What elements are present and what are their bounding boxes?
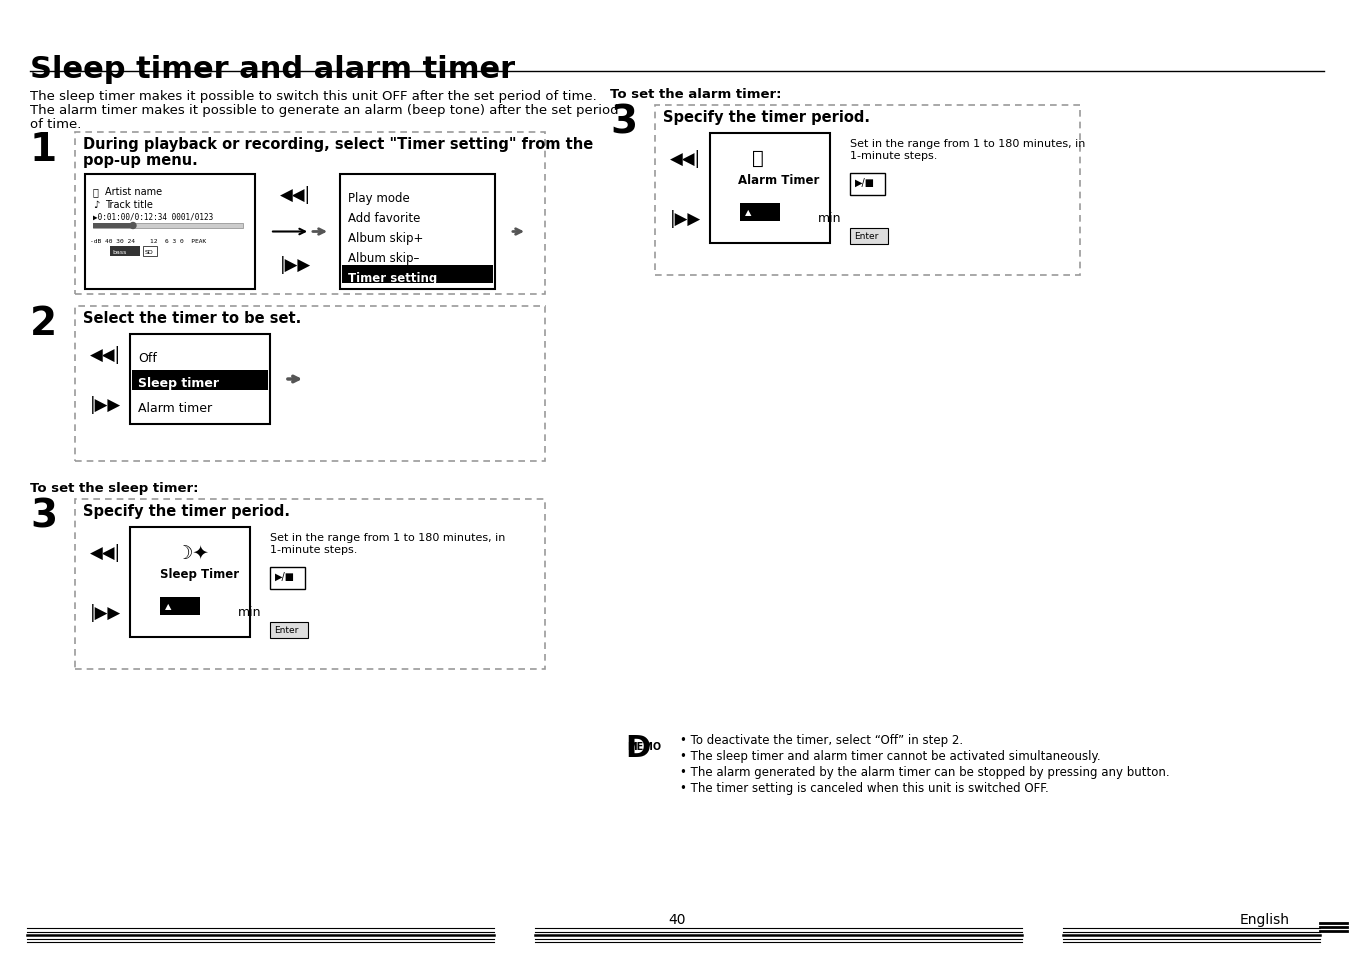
Text: The sleep timer makes it possible to switch this unit OFF after the set period o: The sleep timer makes it possible to swi… [30,90,597,103]
Text: ☽✦: ☽✦ [175,542,209,561]
Text: |▶▶: |▶▶ [280,255,311,274]
Text: Set in the range from 1 to 180 minutes, in
1-minute steps.: Set in the range from 1 to 180 minutes, … [850,139,1086,160]
Text: ▶/■: ▶/■ [854,178,875,188]
Circle shape [130,223,135,230]
Text: -dB 40 30 24    12  6 3 0  PEAK: -dB 40 30 24 12 6 3 0 PEAK [89,239,206,244]
Text: ▶/■: ▶/■ [275,572,295,581]
Text: Album skip+: Album skip+ [348,232,424,245]
Text: 3: 3 [611,104,638,142]
Bar [709,133,830,244]
Bar [144,247,157,256]
Text: Sleep timer and alarm timer: Sleep timer and alarm timer [30,55,515,84]
Text: Alarm Timer: Alarm Timer [738,173,819,187]
Bar [85,174,255,290]
Text: • The alarm generated by the alarm timer can be stopped by pressing any button.: • The alarm generated by the alarm timer… [680,765,1170,779]
Text: • The timer setting is canceled when this unit is switched OFF.: • The timer setting is canceled when thi… [680,781,1049,794]
Text: ▶0:01:00/0:12:34 0001/0123: ▶0:01:00/0:12:34 0001/0123 [93,213,213,222]
Bar [93,224,133,229]
Text: of time.: of time. [30,118,81,131]
Bar [340,174,496,290]
Text: • To deactivate the timer, select “Off” in step 2.: • To deactivate the timer, select “Off” … [680,733,963,746]
Text: MEMO: MEMO [627,741,661,751]
Text: min: min [818,212,841,225]
Text: Play mode: Play mode [348,192,410,205]
Text: Add favorite: Add favorite [348,212,420,225]
Text: ◀◀|: ◀◀| [280,186,311,204]
Text: To set the alarm timer:: To set the alarm timer: [611,88,781,101]
Bar [655,106,1080,275]
Bar [93,224,242,229]
Text: Off: Off [138,352,157,365]
Bar [850,173,886,195]
Bar [741,204,780,222]
Text: bass: bass [112,250,126,254]
Text: Sleep timer: Sleep timer [138,376,219,390]
Text: |▶▶: |▶▶ [89,395,121,414]
Text: English: English [1240,912,1290,926]
Text: Specify the timer period.: Specify the timer period. [83,503,290,518]
Bar [110,247,139,256]
Bar [130,335,269,424]
Text: ▲: ▲ [165,601,172,610]
Text: Track title: Track title [106,200,153,210]
Text: Select the timer to be set.: Select the timer to be set. [83,311,301,326]
Text: To set the sleep timer:: To set the sleep timer: [30,481,199,495]
Bar [160,598,200,616]
Bar [130,527,250,638]
Text: ◀◀|: ◀◀| [670,150,701,168]
Text: During playback or recording, select "Timer setting" from the: During playback or recording, select "Ti… [83,137,593,152]
Bar [74,499,546,669]
Text: Timer setting: Timer setting [348,272,437,285]
Text: D: D [626,733,650,762]
Text: Alarm timer: Alarm timer [138,401,213,415]
Text: ◀◀|: ◀◀| [89,346,121,364]
Text: pop-up menu.: pop-up menu. [83,152,198,168]
Text: ⏰: ⏰ [751,149,764,168]
Text: 2: 2 [30,305,57,343]
Text: |▶▶: |▶▶ [670,210,701,228]
Text: Artist name: Artist name [106,187,162,196]
Bar [343,266,493,284]
Text: Sleep Timer: Sleep Timer [160,567,240,580]
Bar [850,229,888,245]
Text: |▶▶: |▶▶ [89,603,121,621]
Text: The alarm timer makes it possible to generate an alarm (beep tone) after the set: The alarm timer makes it possible to gen… [30,104,619,117]
Bar [131,371,268,391]
Bar [74,132,546,294]
Text: 👤: 👤 [93,187,99,196]
Text: SD: SD [145,250,154,254]
Bar [269,622,307,639]
Text: 40: 40 [669,912,685,926]
Text: ◀◀|: ◀◀| [89,543,121,561]
Text: Enter: Enter [854,232,879,241]
Text: Specify the timer period.: Specify the timer period. [663,110,871,125]
Text: • The sleep timer and alarm timer cannot be activated simultaneously.: • The sleep timer and alarm timer cannot… [680,749,1101,762]
Bar [269,567,305,589]
Text: ▲: ▲ [745,208,751,216]
Text: Set in the range from 1 to 180 minutes, in
1-minute steps.: Set in the range from 1 to 180 minutes, … [269,533,505,554]
Text: min: min [238,605,261,618]
Text: 1: 1 [30,131,57,169]
Text: 3: 3 [30,497,57,536]
Text: ♪: ♪ [93,200,99,210]
Text: Enter: Enter [274,625,298,635]
Text: Album skip–: Album skip– [348,252,420,265]
Bar [74,307,546,461]
